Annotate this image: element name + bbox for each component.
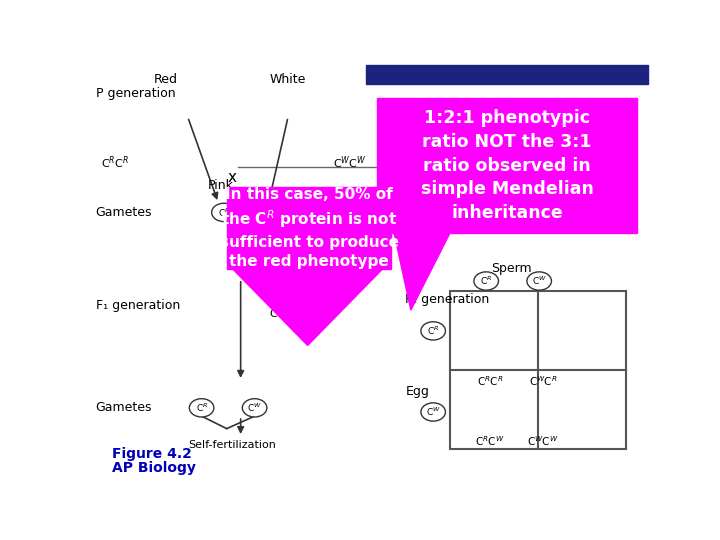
Text: F₂ generation: F₂ generation [405, 293, 490, 306]
Text: 1:2:1 phenotypic
ratio NOT the 3:1
ratio observed in
simple Mendelian
inheritanc: 1:2:1 phenotypic ratio NOT the 3:1 ratio… [420, 110, 593, 222]
Text: C$^W$C$^W$: C$^W$C$^W$ [333, 154, 366, 171]
Circle shape [253, 203, 278, 221]
Circle shape [189, 399, 214, 417]
Circle shape [527, 272, 552, 290]
Text: Pink: Pink [208, 179, 234, 192]
Text: C$^W$: C$^W$ [532, 275, 546, 287]
Polygon shape [233, 268, 383, 346]
Bar [227, 187, 392, 268]
Circle shape [421, 403, 446, 421]
Text: C$^W$C$^R$: C$^W$C$^R$ [528, 374, 557, 388]
Text: Gametes: Gametes [96, 401, 152, 414]
Polygon shape [394, 233, 450, 310]
Text: C$^R$C$^R$: C$^R$C$^R$ [101, 154, 130, 171]
Circle shape [243, 399, 267, 417]
Text: In this case, 50% of
the C$^R$ protein is not
sufficient to produce
the red phen: In this case, 50% of the C$^R$ protein i… [220, 186, 398, 269]
Circle shape [421, 322, 446, 340]
Bar [366, 65, 648, 84]
Text: Egg: Egg [405, 384, 429, 397]
Text: C$^W$: C$^W$ [426, 406, 441, 418]
Text: C$^W$: C$^W$ [247, 402, 262, 414]
Text: P generation: P generation [96, 87, 175, 100]
Text: Self-fertilization: Self-fertilization [189, 440, 276, 450]
Text: C$^R$: C$^R$ [480, 275, 492, 287]
Bar [450, 292, 626, 449]
Text: C$^R$C$^W$: C$^R$C$^W$ [269, 304, 300, 321]
Text: C$^R$C$^R$: C$^R$C$^R$ [477, 374, 503, 388]
Circle shape [212, 203, 236, 221]
Text: Gametes: Gametes [96, 206, 152, 219]
Text: F₁ generation: F₁ generation [96, 300, 180, 313]
Text: C$^W$: C$^W$ [258, 206, 273, 219]
Text: C$^R$C$^W$: C$^R$C$^W$ [475, 434, 505, 448]
Bar [377, 98, 636, 233]
Text: White: White [270, 73, 306, 86]
Circle shape [474, 272, 498, 290]
Text: C$^R$: C$^R$ [427, 325, 439, 337]
Text: Figure 4.2: Figure 4.2 [112, 447, 192, 461]
Text: C$^R$: C$^R$ [196, 402, 207, 414]
Text: C$^R$: C$^R$ [218, 206, 230, 219]
Text: Sperm: Sperm [491, 262, 531, 275]
Text: AP Biology: AP Biology [112, 461, 196, 475]
Text: Red: Red [153, 73, 177, 86]
Text: x: x [228, 170, 237, 185]
Text: C$^W$C$^W$: C$^W$C$^W$ [527, 434, 559, 448]
